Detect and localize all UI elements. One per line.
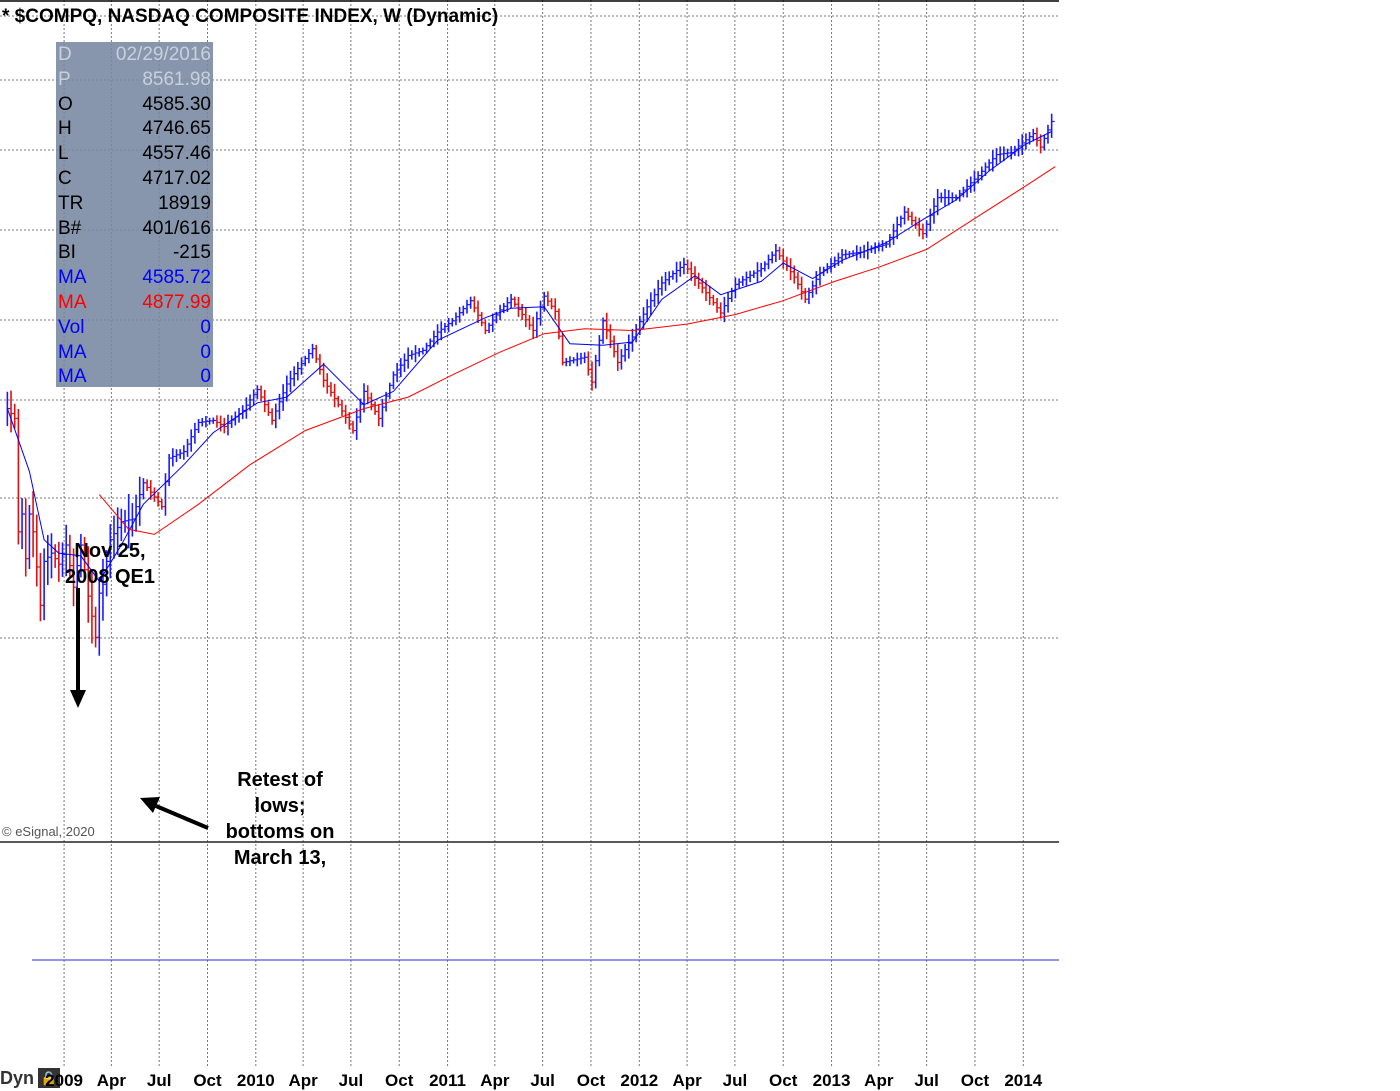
data-window-value: 0 <box>200 316 211 338</box>
data-window-label: MA <box>58 292 87 313</box>
x-tick-label: Apr <box>864 1071 894 1090</box>
data-window-value: 8561.98 <box>142 68 211 90</box>
data-window-row: B# 401/616 <box>58 216 211 241</box>
data-window-value: 4877.99 <box>142 292 211 313</box>
slow-moving-average-line <box>98 166 1056 535</box>
x-tick-label: Apr <box>672 1071 702 1090</box>
data-window-value: 02/29/2016 <box>115 44 211 65</box>
x-tick-label: 2009 <box>45 1071 83 1090</box>
data-window-row: C 4717.02 <box>58 166 211 191</box>
data-window-value: 4557.46 <box>142 143 211 165</box>
data-window-label: B# <box>58 217 82 239</box>
x-tick-label: Jul <box>338 1071 364 1090</box>
x-tick-label: Apr <box>96 1071 126 1090</box>
data-window-value: 4585.72 <box>142 267 211 289</box>
x-tick-label: Jul <box>914 1071 939 1090</box>
x-tick-label: Jul <box>530 1071 555 1090</box>
data-window-row: D 02/29/2016 <box>58 42 211 67</box>
retest-arrow <box>140 797 209 830</box>
data-window-row: Vol 0 <box>58 315 211 340</box>
data-window-row: L 4557.46 <box>58 141 211 166</box>
data-window-value: 4746.65 <box>142 118 211 140</box>
x-tick-label: Jul <box>722 1071 748 1090</box>
data-window-row: TR 18919 <box>58 191 211 216</box>
dynamic-label[interactable]: Dyn <box>0 1068 35 1088</box>
data-window-row: MA 0 <box>58 340 211 365</box>
x-tick-label: 2014 <box>1004 1071 1043 1090</box>
data-window-row: MA 4585.72 <box>58 265 211 290</box>
data-window-label: MA <box>58 366 87 388</box>
retest-annotation: Retest of lows; bottoms on March 13, <box>225 769 335 869</box>
x-tick-label: Oct <box>385 1071 414 1090</box>
x-tick-label: Oct <box>769 1071 798 1090</box>
data-window-label: D <box>58 44 72 65</box>
fast-moving-average-line <box>6 131 1052 583</box>
data-window-label: H <box>58 118 72 140</box>
x-tick-label: 2013 <box>812 1071 851 1090</box>
x-tick-label: Oct <box>193 1071 222 1090</box>
qe1-annotation: Nov 25, 2008 QE1 <box>64 540 156 588</box>
x-tick-label: 2010 <box>236 1071 275 1090</box>
data-window-label: MA <box>58 341 87 363</box>
data-window-row: MA 4877.99 <box>58 290 211 315</box>
data-window: D 02/29/2016 P 8561.98 O 4585.30 H 4746.65 L 4557… <box>56 42 213 387</box>
data-window-value: 4717.02 <box>142 168 211 189</box>
price-bars <box>6 113 1055 656</box>
data-window-row: P 8561.98 <box>58 67 211 92</box>
data-window-label: P <box>58 68 71 90</box>
data-window-row: MA 0 <box>58 364 211 389</box>
data-window-row: O 4585.30 <box>58 92 211 117</box>
chart-title: * $COMPQ, NASDAQ COMPOSITE INDEX, W (Dyn… <box>2 6 499 27</box>
x-tick-label: Apr <box>288 1071 318 1090</box>
lock-icon[interactable]: 🔒 <box>38 1068 60 1088</box>
qe1-arrow <box>70 588 86 708</box>
data-window-value: 18919 <box>158 192 211 214</box>
x-tick-label: Oct <box>576 1071 606 1090</box>
data-window-row: BI -215 <box>58 240 211 265</box>
data-window-label: MA <box>58 267 87 289</box>
data-window-value: 0 <box>200 366 211 388</box>
data-window-label: L <box>58 143 69 165</box>
x-tick-label: Apr <box>480 1071 510 1090</box>
copyright-text: © eSignal, 2020 <box>2 824 95 839</box>
data-window-label: O <box>58 93 73 115</box>
data-window-label: BI <box>58 242 76 264</box>
vertical-gridlines <box>63 0 1024 1068</box>
data-window-row: H 4746.65 <box>58 116 211 141</box>
data-window-value: -215 <box>172 242 211 264</box>
data-window-label: TR <box>58 192 84 214</box>
x-tick-label: Oct <box>960 1071 990 1090</box>
data-window-value: 0 <box>200 341 211 363</box>
data-window-value: 4585.30 <box>142 93 211 115</box>
data-window-value: 401/616 <box>142 217 211 239</box>
data-window-label: Vol <box>58 316 85 338</box>
x-tick-label: 2012 <box>620 1071 659 1090</box>
x-tick-label: 2011 <box>429 1071 466 1090</box>
x-tick-label: Jul <box>146 1071 172 1090</box>
data-window-label: C <box>58 168 72 189</box>
